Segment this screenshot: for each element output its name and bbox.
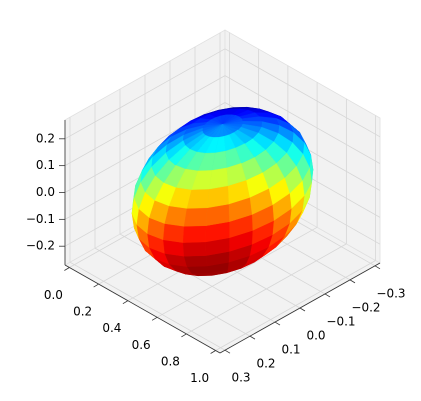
x-tick-label: 0.4 <box>102 321 121 335</box>
grid-line <box>64 75 226 166</box>
surface-facet <box>182 225 207 243</box>
tick-mark <box>210 350 216 354</box>
z-tick-label: 0.1 <box>36 158 55 172</box>
y-tick-label: −0.2 <box>351 300 380 314</box>
grid-line <box>224 75 381 164</box>
x-axis-line <box>64 264 221 354</box>
y-tick-label: −0.3 <box>376 286 405 300</box>
tick-mark <box>224 349 231 354</box>
x-tick-label: 0.8 <box>161 354 180 368</box>
tick-mark <box>181 333 187 338</box>
y-tick-label: 0.2 <box>256 357 275 371</box>
x-tick-label: 1.0 <box>190 371 209 385</box>
tick-mark <box>274 321 281 326</box>
tick-mark <box>374 265 381 270</box>
surface-facet <box>191 170 213 190</box>
tick-mark <box>93 283 99 288</box>
surface-facet <box>163 223 185 243</box>
z-tick-label: −0.1 <box>26 212 55 226</box>
grid-line <box>94 247 251 337</box>
grid-line <box>69 261 226 351</box>
x-tick-label: 0.2 <box>73 305 92 319</box>
surface-facet <box>207 185 229 209</box>
tick-mark <box>299 307 306 312</box>
tick-mark <box>349 279 356 284</box>
y-tick-label: −0.1 <box>326 314 355 328</box>
y-tick-label: 0.1 <box>281 343 300 357</box>
x-tick-label: 0.6 <box>132 338 151 352</box>
tick-mark <box>324 293 331 298</box>
surface-facet <box>182 241 207 257</box>
tick-mark <box>151 316 158 321</box>
x-tick-label: 0.0 <box>44 288 63 302</box>
y-tick-label: 0.0 <box>306 329 325 343</box>
tick-mark <box>249 335 256 340</box>
y-tick-label: 0.3 <box>231 371 250 385</box>
grid-line <box>64 48 226 140</box>
tick-mark <box>122 300 129 305</box>
z-tick-label: 0.2 <box>36 131 55 145</box>
surface-facet <box>183 255 208 267</box>
grid-line <box>224 48 381 138</box>
surface-facet <box>183 207 208 227</box>
z-tick-label: −0.2 <box>26 239 55 253</box>
y-axis-line <box>219 262 381 354</box>
z-tick-label: 0.0 <box>36 185 55 199</box>
tick-mark <box>64 267 70 271</box>
